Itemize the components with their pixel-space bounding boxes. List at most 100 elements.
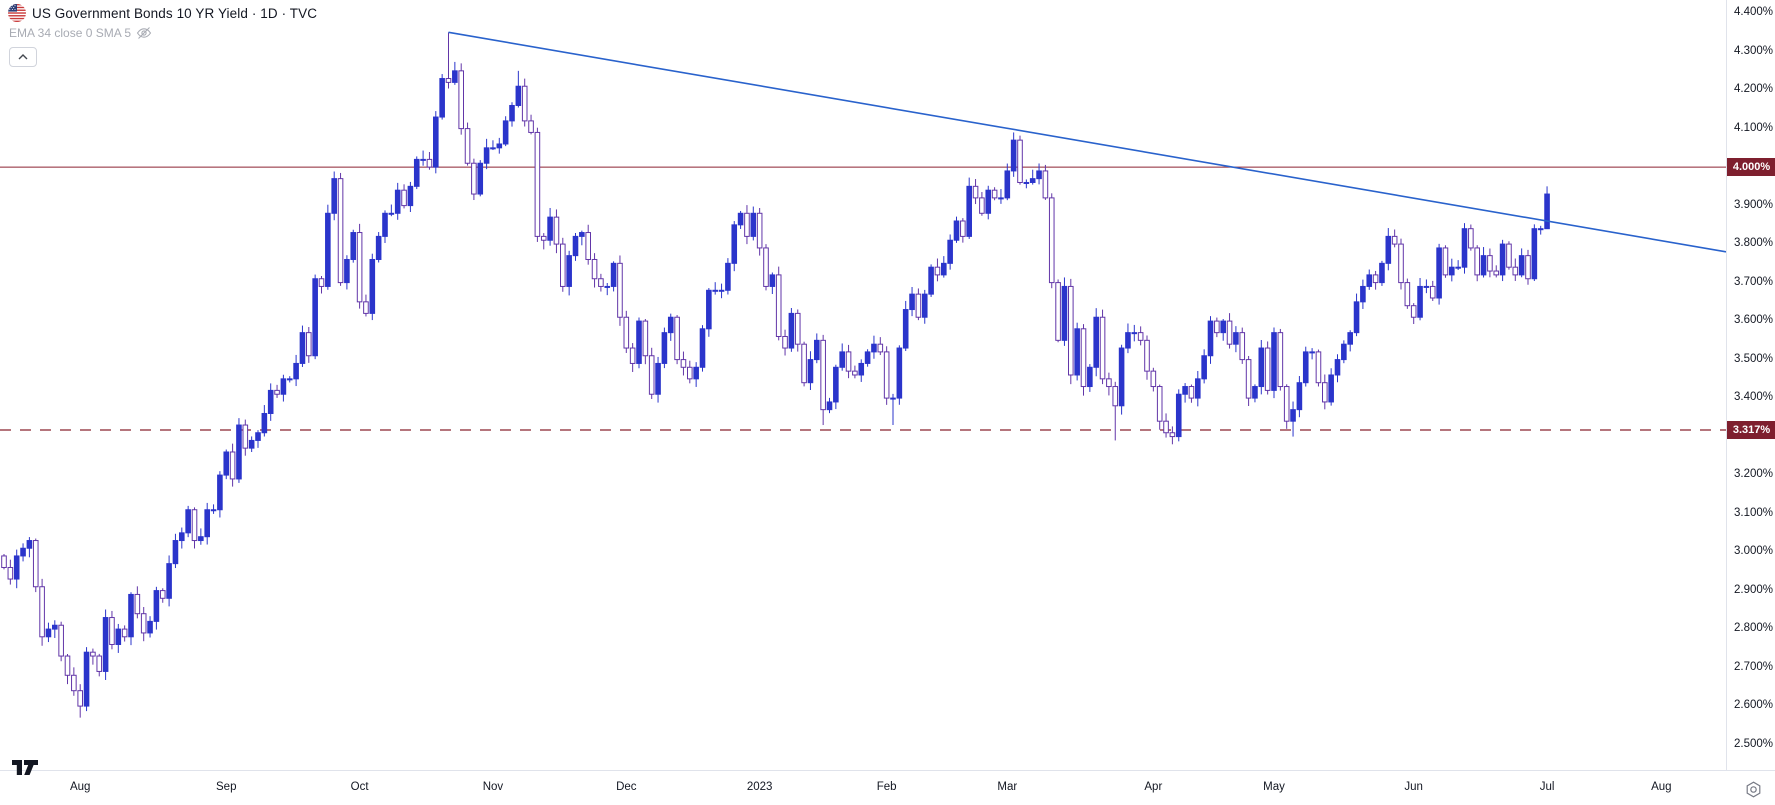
candle-down: [1188, 386, 1195, 399]
eye-hidden-icon[interactable]: [136, 26, 152, 40]
y-axis-label: 3.500%: [1734, 352, 1774, 365]
candle-up: [52, 624, 58, 630]
x-axis-label: May: [1263, 781, 1285, 793]
candle-up: [179, 532, 185, 542]
x-axis-label: Dec: [616, 781, 637, 793]
candle-up: [1366, 274, 1373, 287]
candle-down: [642, 320, 649, 357]
candle-down: [1214, 320, 1220, 334]
candle-up: [1296, 382, 1303, 411]
candle-down: [1137, 332, 1144, 341]
candle-up: [1353, 301, 1360, 334]
candle-up: [102, 617, 109, 672]
candle-up: [299, 332, 306, 364]
candle-up: [1074, 328, 1080, 376]
candle-up: [483, 147, 490, 164]
y-axis-label: 3.900%: [1734, 198, 1774, 211]
candle-up: [128, 593, 134, 638]
candle-down: [1245, 359, 1252, 399]
descending-trendline: [448, 31, 1726, 253]
candle-up: [236, 424, 242, 480]
candle-down: [801, 343, 807, 384]
candle-up: [712, 289, 719, 292]
candle-down: [1080, 328, 1087, 388]
y-axis-label: 3.800%: [1734, 237, 1774, 250]
candle-up: [928, 266, 934, 295]
candle-down: [426, 158, 433, 168]
candle-up: [369, 258, 376, 314]
candle-down: [591, 258, 598, 280]
price-line-badge: 4.000%: [1727, 158, 1775, 177]
candle-up: [699, 328, 706, 368]
candle-down: [1398, 243, 1404, 284]
candle-up: [198, 536, 204, 542]
candle-up: [204, 509, 210, 538]
candle-down: [1372, 274, 1379, 284]
collapse-legend-button[interactable]: [9, 47, 37, 67]
symbol-title[interactable]: US Government Bonds 10 YR Yield · 1D · T…: [32, 5, 318, 21]
candle-down: [356, 232, 363, 303]
candle-down: [782, 335, 788, 349]
time-axis[interactable]: Aug Sep Oct Nov Dec 2023 Feb Mar Apr May Jun Jul Aug: [0, 770, 1775, 805]
candle-up: [280, 378, 287, 395]
candle-down: [1404, 282, 1411, 307]
candle-down: [1150, 370, 1157, 388]
candle-up: [941, 262, 947, 276]
candle-down: [820, 339, 826, 411]
candle-up: [807, 359, 814, 384]
chart-pane[interactable]: US Government Bonds 10 YR Yield · 1D · T…: [0, 0, 1726, 775]
indicator-label[interactable]: EMA 34 close 0 SMA 5: [9, 26, 132, 40]
candle-up: [1449, 266, 1455, 276]
candle-down: [1099, 316, 1106, 380]
candle-up: [604, 285, 611, 288]
candle-up: [1125, 332, 1131, 349]
candle-down: [1264, 347, 1271, 391]
candle-down: [680, 359, 687, 368]
candle-down: [464, 128, 471, 164]
candle-down: [674, 316, 680, 361]
candle-up: [947, 239, 953, 264]
y-axis-label: 3.200%: [1734, 468, 1774, 481]
tradingview-logo[interactable]: [12, 760, 39, 781]
axis-settings-gear-icon[interactable]: [1745, 781, 1762, 803]
candle-down: [1468, 228, 1474, 249]
candle-up: [572, 235, 579, 257]
candle-up: [1341, 343, 1347, 361]
candle-up: [83, 651, 90, 707]
candle-up: [261, 412, 268, 434]
candle-up: [1360, 285, 1366, 303]
candle-down: [1042, 170, 1049, 199]
candle-up: [13, 555, 20, 580]
candlestick-chart[interactable]: [0, 0, 1726, 770]
candle-up: [407, 185, 414, 207]
candle-down: [534, 131, 541, 237]
candle-up: [1455, 266, 1461, 269]
x-axis-label: Apr: [1144, 781, 1163, 793]
candle-up: [293, 362, 299, 380]
candle-up: [350, 232, 357, 260]
candle-down: [229, 451, 236, 480]
candle-down: [979, 197, 985, 214]
candle-down: [960, 220, 966, 237]
candle-up: [667, 316, 674, 334]
candle-down: [1487, 255, 1493, 272]
candle-down: [1410, 305, 1417, 318]
y-axis-label: 3.400%: [1734, 391, 1774, 404]
price-axis[interactable]: 4.400% 4.300% 4.200% 4.100% 4.000% 3.900% 3.80…: [1726, 0, 1775, 770]
candle-down: [794, 312, 801, 345]
candle-up: [452, 70, 458, 83]
candle-down: [1156, 386, 1163, 422]
candle-down: [623, 316, 630, 349]
candle-down: [134, 593, 141, 615]
candle-up: [20, 547, 26, 557]
x-axis-label: 2023: [746, 781, 773, 793]
x-axis-label: Jun: [1404, 781, 1423, 793]
candle-down: [1283, 386, 1290, 422]
candle-down: [521, 85, 528, 122]
candle-down: [363, 301, 369, 314]
candle-up: [490, 147, 496, 150]
candle-down: [1055, 282, 1061, 341]
candle-down: [58, 624, 64, 657]
candle-down: [852, 370, 858, 376]
candle-down: [274, 389, 280, 395]
